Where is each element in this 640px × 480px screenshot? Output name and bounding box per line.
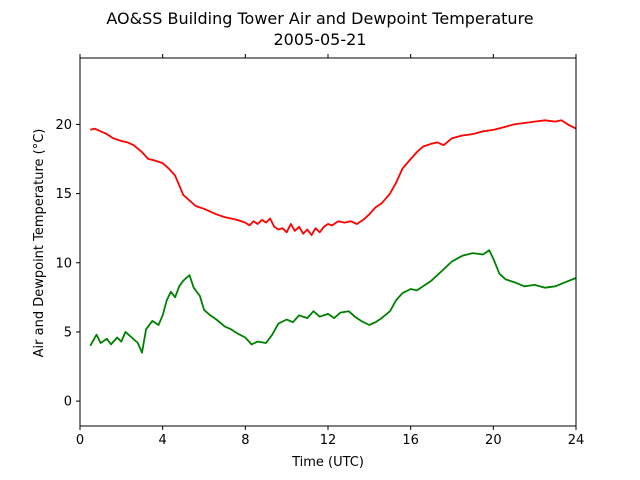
y-axis-label: Air and Dewpoint Temperature (°C) [32,129,47,358]
series-line-2 [89,249,577,354]
y-tick-label: 10 [55,256,72,271]
series-line-1 [90,119,577,237]
x-tick-label: 20 [485,433,502,448]
x-tick-label: 12 [320,433,337,448]
y-tick-label: 0 [64,395,72,410]
x-tick-label: 0 [76,433,84,448]
y-tick-label: 15 [55,187,72,202]
plot-area [89,119,577,354]
x-axis: 0 4 8 12 16 20 24 [76,54,584,448]
y-axis: 0 5 10 15 20 [55,118,80,410]
x-axis-label: Time (UTC) [291,455,364,470]
x-tick-label: 16 [402,433,419,448]
x-tick-label: 24 [568,433,585,448]
chart-subtitle: 2005-05-21 [274,30,367,49]
x-tick-label: 4 [159,433,167,448]
x-tick-label: 8 [241,433,249,448]
y-tick-label: 5 [64,325,72,340]
y-tick-label: 20 [55,118,72,133]
plot-frame [79,57,577,427]
chart-title: AO&SS Building Tower Air and Dewpoint Te… [106,9,533,28]
